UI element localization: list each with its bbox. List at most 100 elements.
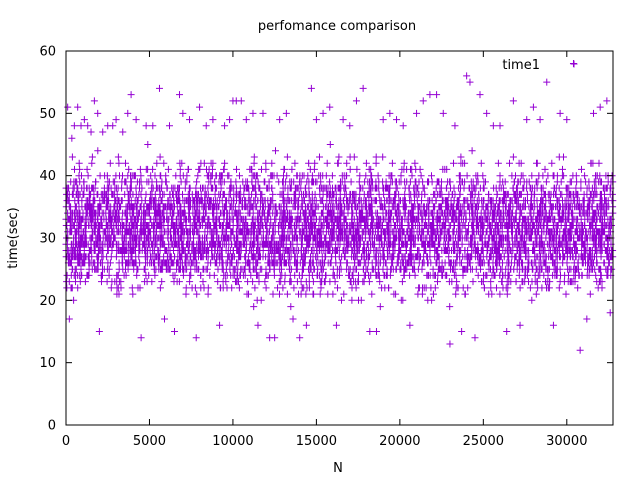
data-point	[137, 334, 145, 342]
data-point	[226, 116, 234, 124]
data-point	[84, 122, 92, 130]
data-point	[259, 109, 267, 117]
data-point	[242, 116, 250, 124]
data-point	[302, 321, 310, 329]
data-point	[419, 97, 427, 105]
data-point	[503, 328, 511, 335]
data-point	[74, 103, 82, 111]
data-point	[556, 109, 564, 117]
data-point	[249, 109, 257, 117]
x-tick-label: 15000	[296, 434, 337, 449]
data-point	[496, 122, 504, 130]
data-point	[346, 122, 354, 130]
data-point	[216, 321, 224, 329]
y-tick-label: 20	[39, 294, 56, 309]
y-tick-label: 10	[39, 356, 56, 371]
data-point	[543, 78, 551, 86]
data-point	[312, 116, 320, 124]
data-points	[62, 59, 617, 354]
y-tick-label: 50	[39, 107, 56, 122]
data-point	[237, 97, 245, 105]
x-tick-label: 25000	[463, 434, 504, 449]
data-point	[254, 321, 262, 329]
data-point	[379, 116, 387, 124]
data-point	[516, 321, 524, 329]
data-point	[149, 122, 157, 130]
data-point	[483, 109, 491, 117]
y-tick-label: 30	[39, 232, 56, 247]
data-point	[176, 91, 184, 99]
data-point	[426, 91, 434, 99]
data-point	[109, 122, 117, 130]
data-point	[372, 328, 380, 335]
data-point	[142, 122, 150, 130]
data-point	[196, 103, 204, 111]
data-point	[68, 134, 76, 142]
data-point	[509, 97, 517, 105]
data-point	[466, 78, 474, 86]
data-point	[439, 109, 447, 117]
data-point	[77, 122, 85, 130]
data-point	[271, 334, 279, 342]
data-point	[569, 59, 577, 67]
data-point	[590, 109, 598, 117]
legend-label-time1: time1	[502, 58, 540, 73]
data-point	[413, 109, 421, 117]
data-point	[171, 328, 179, 335]
data-point	[339, 116, 347, 124]
data-point	[536, 116, 544, 124]
data-point	[119, 128, 127, 136]
x-tick-label: 5000	[133, 434, 166, 449]
data-point	[393, 116, 401, 124]
data-point	[307, 84, 315, 92]
data-point	[433, 91, 441, 99]
y-tick-label: 60	[39, 45, 56, 60]
data-point	[319, 109, 327, 117]
data-point	[186, 116, 194, 124]
y-axis-label: time(sec)	[6, 207, 21, 268]
data-point	[192, 334, 200, 342]
data-point	[87, 128, 95, 136]
data-point	[446, 340, 454, 348]
data-point	[202, 122, 210, 130]
data-point	[386, 109, 394, 117]
y-tick-label: 40	[39, 169, 56, 184]
data-point	[463, 72, 471, 80]
data-point	[359, 84, 367, 92]
data-point	[127, 91, 135, 99]
data-cloud-time1	[62, 141, 617, 311]
data-point	[90, 97, 98, 105]
data-point	[458, 328, 466, 335]
data-point	[576, 346, 584, 354]
data-point	[132, 116, 140, 124]
data-point	[65, 315, 73, 323]
data-point	[366, 328, 374, 335]
data-point	[563, 116, 571, 124]
data-point	[276, 116, 284, 124]
data-point	[64, 103, 72, 111]
data-point	[406, 321, 414, 329]
data-point	[95, 328, 103, 335]
data-point	[596, 103, 604, 111]
data-point	[124, 109, 132, 117]
data-point	[549, 321, 557, 329]
data-point	[296, 334, 304, 342]
data-point	[471, 334, 479, 342]
data-point	[326, 103, 334, 111]
x-tick-label: 30000	[546, 434, 587, 449]
data-point	[399, 122, 407, 130]
data-point	[603, 97, 611, 105]
legend-marker-time1	[570, 60, 578, 68]
data-point	[221, 122, 229, 130]
legend-plus	[570, 60, 578, 68]
data-point	[489, 122, 497, 130]
data-point	[94, 109, 102, 117]
x-tick-label: 10000	[212, 434, 253, 449]
data-point	[112, 116, 120, 124]
data-point	[155, 84, 163, 92]
x-axis-label: N	[333, 461, 343, 476]
x-tick-label: 0	[62, 434, 70, 449]
data-point	[179, 109, 187, 117]
data-point	[451, 122, 459, 130]
data-point	[282, 109, 290, 117]
